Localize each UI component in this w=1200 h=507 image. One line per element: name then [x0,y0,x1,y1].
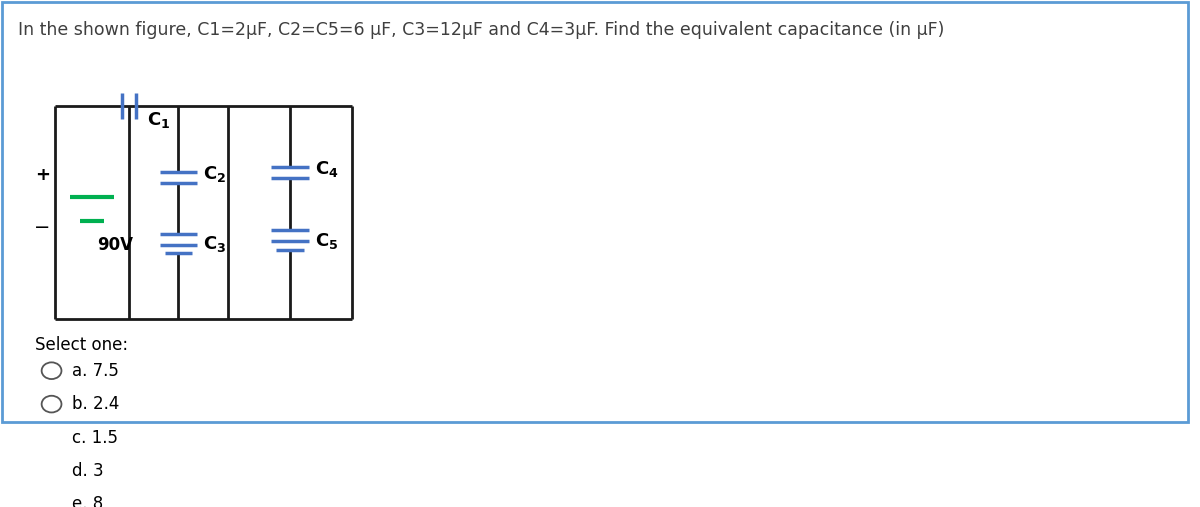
Text: d. 3: d. 3 [72,462,104,480]
Text: 90V: 90V [97,236,133,254]
Text: −: − [35,218,50,237]
Text: In the shown figure, C1=2μF, C2=C5=6 μF, C3=12μF and C4=3μF. Find the equivalent: In the shown figure, C1=2μF, C2=C5=6 μF,… [18,21,944,39]
Text: $\mathbf{C_4}$: $\mathbf{C_4}$ [314,159,338,179]
Text: b. 2.4: b. 2.4 [72,395,120,413]
Text: Select one:: Select one: [35,336,128,354]
Text: e. 8: e. 8 [72,495,103,507]
Text: +: + [35,166,50,184]
Text: $\mathbf{C_1}$: $\mathbf{C_1}$ [146,110,170,130]
Text: a. 7.5: a. 7.5 [72,361,119,380]
Text: $\mathbf{C_2}$: $\mathbf{C_2}$ [203,164,227,184]
Text: c. 1.5: c. 1.5 [72,428,119,447]
Text: $\mathbf{C_5}$: $\mathbf{C_5}$ [314,231,338,251]
Text: $\mathbf{C_3}$: $\mathbf{C_3}$ [203,234,227,254]
